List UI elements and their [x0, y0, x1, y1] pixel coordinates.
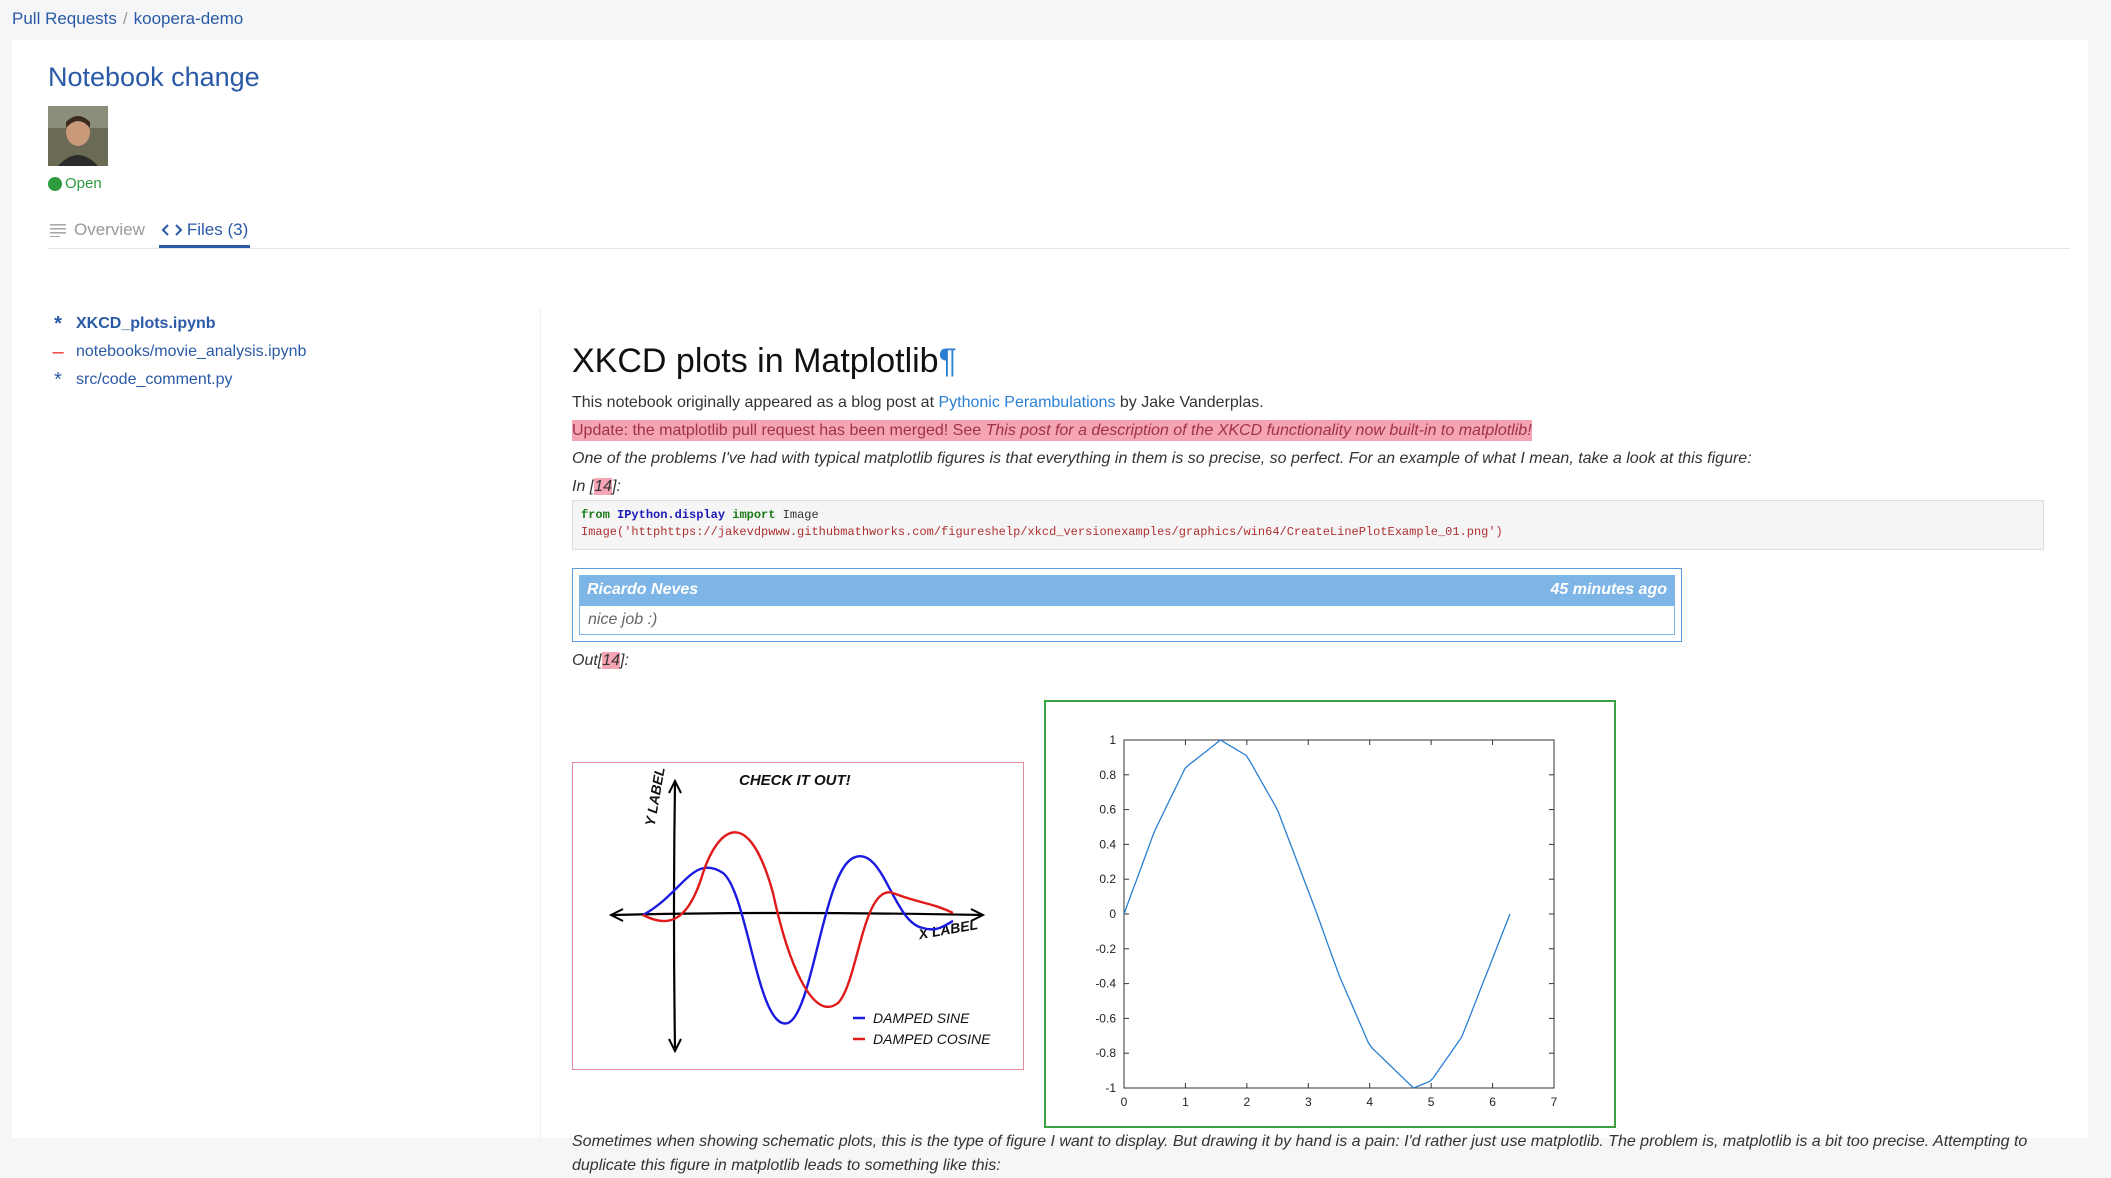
xkcd-damped-cosine-line [643, 832, 953, 1007]
file-item-code-comment[interactable]: * src/code_comment.py [48, 366, 538, 394]
y-tick-label: 0.8 [1099, 768, 1116, 782]
tab-files-label: Files (3) [187, 220, 248, 240]
x-tick-label: 2 [1244, 1095, 1251, 1109]
update-highlight: Update: the matplotlib pull request has … [572, 420, 1532, 441]
code-keyword-from: from [581, 508, 610, 522]
y-tick-label: -0.6 [1095, 1011, 1116, 1025]
file-name: notebooks/movie_analysis.ipynb [76, 343, 306, 361]
legend-sine-label: DAMPED SINE [873, 1010, 970, 1026]
out-label: Out[ [572, 652, 602, 669]
x-tick-label: 0 [1121, 1095, 1128, 1109]
out-close: ]: [620, 652, 629, 669]
file-name: XKCD_plots.ipynb [76, 315, 216, 333]
tab-overview[interactable]: Overview [48, 215, 147, 245]
y-tick-label: 0 [1109, 907, 1116, 921]
problem-paragraph: One of the problems I've had with typica… [572, 450, 2072, 468]
matlab-figure: 0 1 2 3 4 5 6 7 1 0.8 0.6 0.4 0.2 0 -0.2 -0.4 -0.6 -0.8 -1 [1044, 700, 1616, 1128]
status-badge: Open [48, 175, 102, 192]
notebook-view: XKCD plots in Matplotlib¶ This notebook … [572, 300, 2072, 670]
sidebar-divider [540, 308, 541, 1138]
modified-asterisk-icon: * [48, 369, 68, 392]
heading-text: XKCD plots in Matplotlib [572, 342, 939, 380]
intro-suffix: by Jake Vanderplas. [1115, 394, 1263, 411]
comment-body: nice job :) [579, 605, 1675, 635]
update-paragraph: Update: the matplotlib pull request has … [572, 422, 2072, 440]
breadcrumb: Pull Requests / koopera-demo [12, 9, 243, 29]
tab-bar: Overview Files (3) [48, 215, 262, 251]
list-icon [50, 223, 68, 237]
code-line-2-text: Image('httphttps://jakevdpwww.githubmath… [581, 525, 1503, 539]
breadcrumb-pull-requests[interactable]: Pull Requests [12, 9, 117, 28]
in-label: In [ [572, 478, 594, 495]
avatar [48, 106, 108, 166]
plot-frame [1124, 740, 1554, 1088]
file-name: src/code_comment.py [76, 371, 233, 389]
tab-overview-label: Overview [74, 220, 145, 240]
comment-time: 45 minutes ago [1551, 581, 1667, 599]
matlab-line-chart: 0 1 2 3 4 5 6 7 1 0.8 0.6 0.4 0.2 0 -0.2 -0.4 -0.6 -0.8 -1 [1046, 702, 1614, 1126]
tab-files[interactable]: Files (3) [159, 215, 250, 248]
output-prompt: Out[14]: [572, 652, 2072, 670]
bottom-paragraph: Sometimes when showing schematic plots, … [572, 1130, 2072, 1178]
comment-header: Ricardo Neves 45 minutes ago [579, 575, 1675, 605]
status-dot-icon [48, 177, 62, 191]
x-tick-label: 5 [1428, 1095, 1435, 1109]
x-tick-label: 4 [1366, 1095, 1373, 1109]
code-line-1: from IPython.display import Image [581, 507, 2035, 524]
blog-link[interactable]: Pythonic Perambulations [938, 394, 1115, 411]
xkcd-figure: CHECK IT OUT! Y LABEL X LABEL DAMPED SIN… [572, 762, 1024, 1070]
code-cell[interactable]: from IPython.display import Image Image(… [572, 500, 2044, 550]
avatar-image [48, 106, 108, 166]
y-tick-label: 1 [1109, 733, 1116, 747]
x-tick-label: 3 [1305, 1095, 1312, 1109]
xkcd-damped-sine-line [643, 856, 953, 1023]
code-module: IPython.display [617, 508, 725, 522]
code-name: Image [783, 508, 819, 522]
inline-comment: Ricardo Neves 45 minutes ago nice job :) [572, 568, 1682, 642]
file-item-xkcd-plots[interactable]: * XKCD_plots.ipynb [48, 310, 538, 338]
pr-panel: Notebook change Open Overview [12, 40, 2088, 1138]
out-number: 14 [602, 652, 620, 669]
breadcrumb-repo[interactable]: koopera-demo [134, 9, 244, 28]
y-tick-label: -0.2 [1095, 942, 1116, 956]
code-icon [161, 223, 183, 237]
tab-divider [48, 248, 2070, 249]
xkcd-x-axis [613, 913, 983, 915]
x-tick-label: 1 [1182, 1095, 1189, 1109]
code-line-2: Image('httphttps://jakevdpwww.githubmath… [581, 524, 2035, 541]
status-text: Open [65, 175, 102, 192]
xkcd-y-label: Y LABEL [642, 766, 668, 828]
y-tick-label: 0.2 [1099, 872, 1116, 886]
xkcd-plot: CHECK IT OUT! Y LABEL X LABEL DAMPED SIN… [573, 763, 1023, 1069]
update-prefix: Update: the matplotlib pull request has … [572, 422, 986, 439]
x-tick-label: 7 [1551, 1095, 1558, 1109]
top-bar: Pull Requests / koopera-demo [0, 0, 2111, 40]
y-tick-label: -0.4 [1095, 977, 1116, 991]
deleted-dash-icon: – [48, 341, 68, 364]
file-item-movie-analysis[interactable]: – notebooks/movie_analysis.ipynb [48, 338, 538, 366]
y-tick-label: -0.8 [1095, 1046, 1116, 1060]
y-tick-label: -1 [1105, 1081, 1116, 1095]
file-list: * XKCD_plots.ipynb – notebooks/movie_ana… [48, 310, 538, 394]
xkcd-title: CHECK IT OUT! [739, 772, 851, 789]
y-tick-label: 0.6 [1099, 803, 1116, 817]
input-prompt: In [14]: [572, 478, 2072, 496]
in-number: 14 [594, 478, 612, 495]
legend-cosine-label: DAMPED COSINE [873, 1031, 991, 1047]
in-close: ]: [612, 478, 621, 495]
intro-paragraph: This notebook originally appeared as a b… [572, 394, 2072, 412]
modified-asterisk-icon: * [48, 313, 68, 336]
pr-title: Notebook change [48, 62, 260, 93]
pilcrow-anchor-link[interactable]: ¶ [939, 342, 957, 380]
xkcd-y-axis [674, 783, 675, 1048]
update-italic: This post for a description of the XKCD … [986, 422, 1532, 439]
intro-prefix: This notebook originally appeared as a b… [572, 394, 938, 411]
x-tick-label: 6 [1489, 1095, 1496, 1109]
code-keyword-import: import [732, 508, 775, 522]
comment-author[interactable]: Ricardo Neves [587, 581, 698, 599]
y-tick-label: 0.4 [1099, 837, 1116, 851]
notebook-heading: XKCD plots in Matplotlib¶ [572, 342, 2072, 386]
breadcrumb-separator: / [123, 9, 128, 28]
